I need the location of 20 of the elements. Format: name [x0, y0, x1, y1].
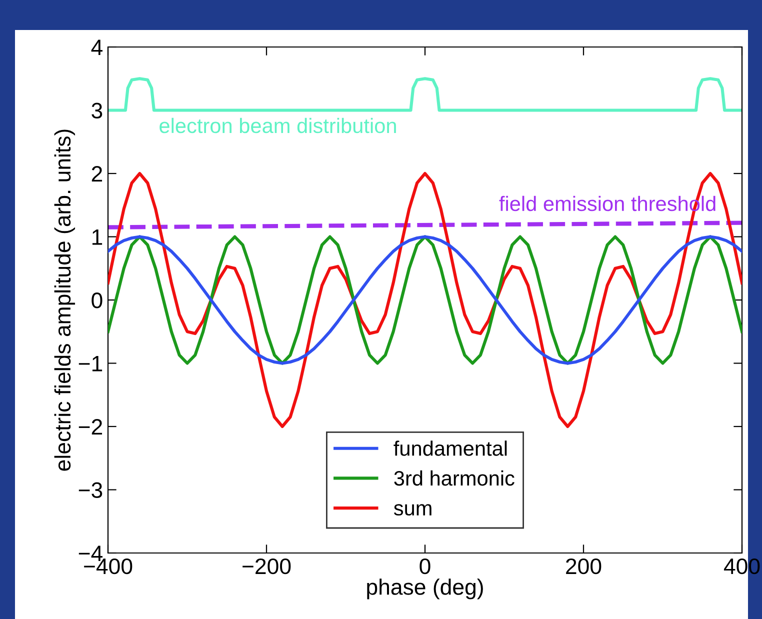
x-tick-label: 0: [420, 558, 430, 574]
legend-label: sum: [394, 504, 432, 516]
series-label: electron beam distribution: [160, 118, 396, 134]
y-tick-label: −2: [78, 419, 102, 435]
y-tick-label: 4: [91, 40, 102, 56]
y-tick-label: 0: [92, 292, 102, 308]
y-tick-label: 1: [92, 230, 102, 245]
line-series: [108, 235, 742, 365]
y-axis-title: electric fields amplitude (arb. units): [54, 130, 76, 471]
y-tick-label: 3: [92, 102, 102, 119]
x-axis-title: phase (deg): [367, 578, 483, 600]
legend-label: 3rd harmonic: [394, 470, 514, 486]
legend-label: fundamental: [394, 440, 507, 456]
x-tick-label: 200: [566, 558, 602, 574]
x-tick-label: −200: [242, 558, 291, 574]
line-series: [108, 77, 742, 112]
y-tick-label: 2: [92, 166, 102, 182]
y-tick-label: −1: [78, 356, 102, 372]
line-series: [108, 172, 742, 428]
y-tick-label: −3: [78, 482, 102, 498]
